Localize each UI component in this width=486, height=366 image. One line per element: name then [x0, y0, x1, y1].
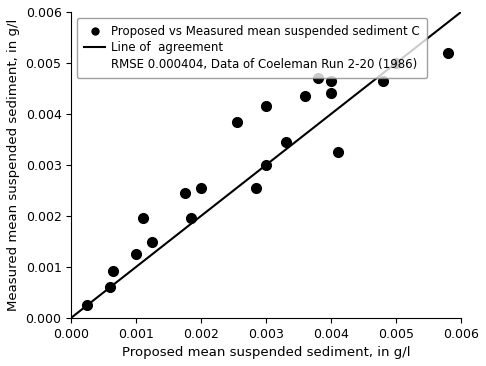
Point [262, 162, 270, 168]
Point [84, 302, 91, 308]
Legend: Proposed vs Measured mean suspended sediment C, Line of  agreement, RMSE 0.00040: Proposed vs Measured mean suspended sedi… [77, 18, 427, 78]
Point [109, 268, 117, 274]
Point [392, 60, 400, 66]
Point [181, 190, 189, 196]
Point [262, 103, 270, 109]
Point [327, 90, 335, 96]
Point [149, 239, 156, 245]
Point [253, 185, 260, 191]
Point [444, 50, 452, 56]
Point [233, 119, 241, 124]
Point [106, 284, 114, 290]
X-axis label: Proposed mean suspended sediment, in g/l: Proposed mean suspended sediment, in g/l [122, 346, 410, 359]
Point [197, 185, 205, 191]
Point [139, 216, 147, 221]
Point [327, 78, 335, 84]
Point [132, 251, 140, 257]
Point [282, 139, 290, 145]
Point [379, 78, 387, 84]
Point [314, 75, 322, 81]
Y-axis label: Measured mean suspended sediment, in g/l: Measured mean suspended sediment, in g/l [7, 19, 20, 311]
Point [334, 149, 342, 155]
Point [301, 93, 309, 99]
Point [188, 216, 195, 221]
